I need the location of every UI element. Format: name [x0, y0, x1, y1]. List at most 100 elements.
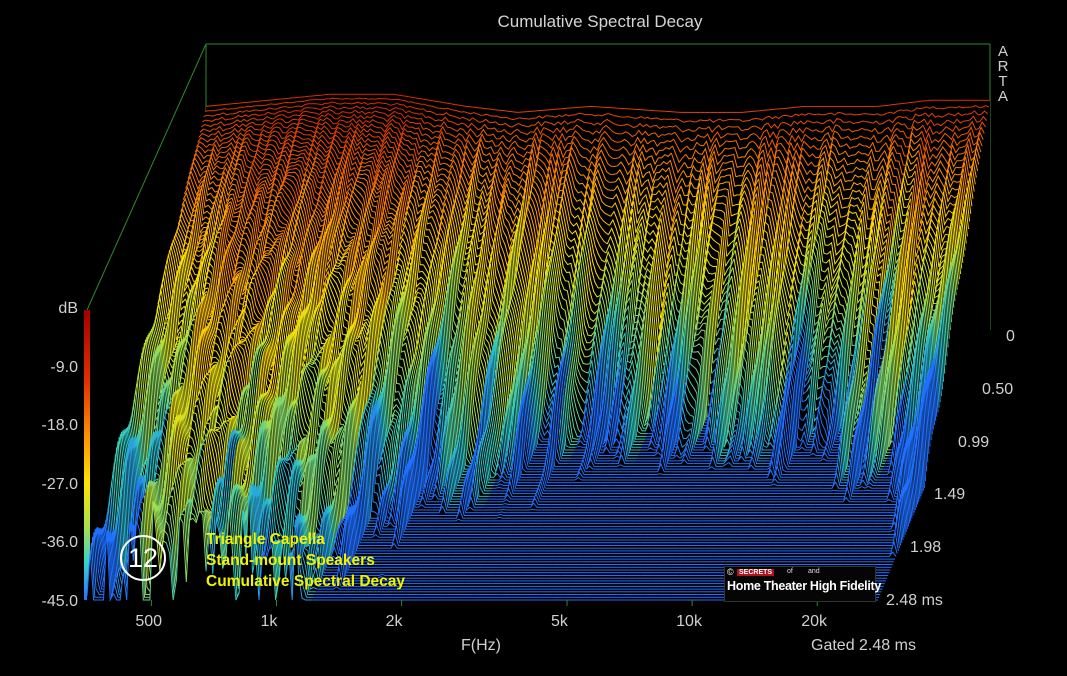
slice-segment: [687, 134, 702, 142]
slice-segment: [612, 193, 627, 214]
slice-segment: [591, 149, 606, 168]
slice-segment: [766, 129, 781, 140]
slice-segment: [765, 136, 780, 150]
slice-segment: [217, 157, 232, 165]
slice-segment: [686, 141, 701, 151]
slice-segment: [425, 173, 440, 191]
slice-segment: [213, 125, 227, 132]
slice-segment: [306, 152, 321, 161]
slice-segment: [668, 167, 683, 195]
slice-segment: [572, 349, 587, 394]
slice-segment: [651, 197, 665, 206]
slice-segment: [353, 126, 368, 134]
slice-segment: [365, 133, 380, 138]
slice-segment: [218, 193, 233, 209]
slice-segment: [632, 306, 647, 331]
slice-segment: [952, 105, 966, 109]
slice-segment: [842, 230, 857, 249]
slice-segment: [550, 224, 565, 260]
slice-segment: [613, 185, 628, 205]
slice-segment: [438, 182, 453, 193]
slice-segment: [437, 121, 451, 129]
slice-segment: [308, 103, 322, 106]
slice-segment: [943, 156, 958, 174]
slice-segment: [703, 119, 717, 123]
slice-segment: [579, 153, 594, 163]
slice-segment: [957, 142, 972, 161]
slice-segment: [809, 177, 824, 203]
slice-segment: [563, 151, 578, 172]
slice-segment: [573, 106, 587, 109]
slice-segment: [383, 226, 398, 262]
slice-segment: [931, 152, 946, 167]
slice-segment: [271, 233, 286, 249]
slice-segment: [316, 116, 331, 125]
slice-segment: [477, 191, 492, 210]
slice-segment: [722, 160, 737, 177]
slice-segment: [805, 206, 820, 240]
slice-segment: [630, 323, 645, 343]
slice-segment: [709, 235, 724, 286]
slice-segment: [502, 134, 517, 143]
slice-segment: [513, 147, 528, 158]
slice-segment: [276, 126, 290, 134]
slice-segment: [346, 105, 361, 110]
slice-segment: [257, 193, 271, 210]
slice-segment: [465, 117, 480, 123]
slice-segment: [824, 266, 839, 292]
slice-segment: [377, 135, 392, 148]
slice-segment: [850, 181, 865, 190]
slice-segment: [348, 242, 364, 273]
slice-segment: [581, 137, 596, 145]
slice-segment: [625, 108, 640, 111]
slice-segment: [660, 218, 675, 259]
slice-segment: [860, 113, 875, 116]
slice-segment: [200, 123, 215, 128]
slice-segment: [901, 244, 916, 295]
slice-segment: [819, 125, 833, 133]
slice-segment: [257, 103, 271, 107]
slice-segment: [205, 151, 220, 162]
slice-segment: [275, 211, 290, 234]
slice-segment: [345, 109, 360, 114]
slice-segment: [566, 141, 580, 155]
slice-segment: [802, 147, 817, 159]
slice-segment: [213, 171, 228, 181]
slice-segment: [872, 120, 887, 125]
slice-segment: [430, 150, 444, 166]
slice-segment: [796, 182, 811, 203]
slice-segment: [242, 109, 257, 113]
slice-segment: [375, 145, 390, 158]
slice-segment: [329, 119, 344, 125]
slice-segment: [545, 114, 560, 118]
slice-segment: [833, 200, 848, 218]
slice-segment: [685, 149, 700, 160]
slice-segment: [370, 114, 384, 119]
slice-segment: [821, 112, 835, 116]
slice-segment: [333, 106, 347, 110]
slice-segment: [582, 129, 597, 135]
slice-segment: [870, 134, 885, 144]
slice-segment: [552, 145, 567, 159]
slice-segment: [456, 162, 471, 179]
slice-segment: [232, 102, 246, 105]
slice-segment: [250, 125, 265, 131]
slice-segment: [645, 147, 660, 157]
slice-segment: [678, 197, 693, 216]
slice-segment: [851, 174, 866, 181]
slice-segment: [291, 114, 306, 121]
slice-segment: [265, 118, 280, 125]
slice-segment: [622, 131, 636, 138]
slice-segment: [453, 173, 468, 194]
slice-segment: [812, 163, 826, 184]
slice-segment: [615, 176, 629, 195]
slice-segment: [653, 255, 668, 319]
slice-segment: [572, 198, 587, 216]
slice-segment: [583, 280, 598, 322]
slice-segment: [733, 176, 748, 197]
slice-segment: [322, 97, 337, 101]
slice-segment: [344, 113, 358, 119]
slice-segment: [551, 152, 566, 168]
slice-segment: [662, 204, 677, 241]
